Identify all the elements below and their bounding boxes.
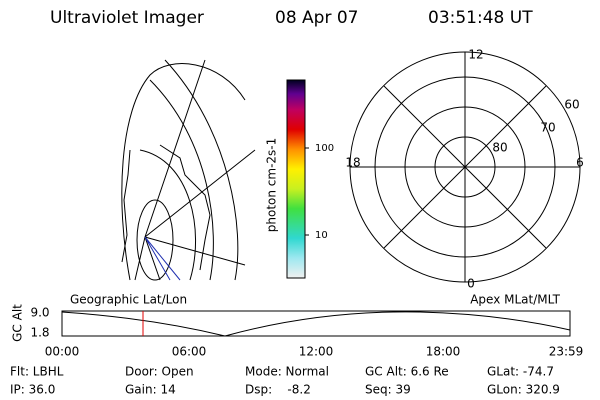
- x-tick-label: 23:59: [549, 345, 584, 359]
- altitude-curve: [61, 311, 571, 337]
- status-field: GLon: 320.9: [487, 383, 560, 397]
- coastline: [121, 144, 211, 271]
- mlt-label: 0: [467, 277, 475, 291]
- status-field: IP: 36.0: [10, 383, 55, 397]
- x-tick-label: 18:00: [426, 345, 461, 359]
- y-tick-label: 1.8: [30, 326, 49, 340]
- lat-label: 80: [492, 141, 507, 155]
- status-field: Gain: 14: [125, 383, 176, 397]
- timeline-frame: [61, 310, 571, 337]
- status-field: Flt: LBHL: [10, 365, 64, 379]
- mlt-label: 12: [468, 48, 483, 62]
- lat-label: 70: [540, 121, 555, 135]
- colorbar-tick-label: 100: [315, 143, 334, 154]
- map-grid: [139, 149, 196, 281]
- status-field: Door: Open: [125, 365, 194, 379]
- status-field: GC Alt: 6.6 Re: [365, 365, 449, 379]
- mlt-label: 6: [576, 156, 584, 170]
- timeline-title: Geographic Lat/Lon: [70, 293, 187, 307]
- status-field: Seq: 39: [365, 383, 411, 397]
- x-tick-label: 06:00: [172, 345, 207, 359]
- map-limb: [121, 63, 246, 281]
- y-tick-label: 9.0: [30, 306, 49, 320]
- time: 03:51:48 UT: [428, 8, 533, 28]
- colorbar-tick-label: 10: [315, 230, 328, 241]
- mlt-label: 18: [345, 156, 360, 170]
- colorbar-label: photon cm-2s-1: [265, 138, 279, 233]
- x-tick-label: 00:00: [45, 345, 80, 359]
- instrument: Ultraviolet Imager: [50, 8, 204, 28]
- status-field: GLat: -74.7: [487, 365, 554, 379]
- track: [144, 236, 181, 281]
- date: 08 Apr 07: [275, 8, 358, 28]
- colorbar: [286, 79, 306, 279]
- map-grid: [149, 79, 214, 281]
- status-field: Mode: Normal: [245, 365, 329, 379]
- map-grid: [136, 199, 174, 281]
- lat-label: 60: [564, 98, 579, 112]
- y-label: GC Alt: [11, 304, 25, 342]
- status-field: Dsp: -8.2: [245, 383, 311, 397]
- map-meridians: [134, 59, 256, 281]
- status: Flt: LBHL Door: Open Mode: Normal GC Alt: 6…: [10, 365, 560, 397]
- timeline-title: Apex MLat/MLT: [470, 293, 560, 307]
- polar-spokes: [350, 52, 580, 282]
- x-tick-label: 12:00: [299, 345, 334, 359]
- polar-plot: [349, 51, 581, 283]
- map: [121, 59, 256, 281]
- map-grid: [164, 59, 239, 281]
